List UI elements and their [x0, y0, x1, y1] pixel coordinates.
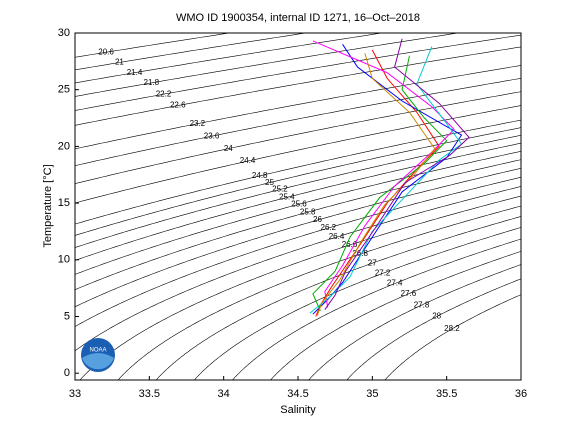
x-tick-label: 34: [218, 388, 230, 400]
isopycnal-label: 26.6: [342, 240, 358, 249]
isopycnal-label: 27.8: [414, 300, 430, 309]
isopycnal-label: 27: [368, 258, 377, 267]
isopycnal-label: 26.2: [321, 223, 337, 232]
x-tick-label: 35: [366, 388, 378, 400]
x-tick-label: 35.5: [436, 388, 457, 400]
y-tick-label: 10: [58, 254, 70, 266]
isopycnal-label: 23.6: [204, 131, 220, 140]
chart-title: WMO ID 1900354, internal ID 1271, 16–Oct…: [176, 12, 420, 24]
isopycnal-label: 27.2: [375, 269, 391, 278]
y-tick-label: 15: [58, 197, 70, 209]
logo-text: NOAA: [89, 348, 106, 354]
y-tick-label: 25: [58, 84, 70, 96]
isopycnal-label: 21: [115, 58, 124, 67]
isopycnal-label: 22.2: [156, 89, 172, 98]
x-tick-label: 36: [515, 388, 527, 400]
isopycnal-label: 28.2: [444, 324, 460, 333]
y-tick-label: 5: [64, 310, 70, 322]
isopycnal-label: 28: [432, 312, 441, 321]
x-tick-label: 33: [69, 388, 81, 400]
isopycnal-label: 21.4: [127, 68, 143, 77]
y-tick-label: 20: [58, 140, 70, 152]
y-axis-label: Temperature [°C]: [42, 164, 54, 247]
isopycnal-label: 27.6: [401, 289, 417, 298]
x-axis-label: Salinity: [280, 404, 316, 416]
x-tick-label: 33.5: [139, 388, 160, 400]
logo: NOAA: [81, 338, 115, 372]
y-tick-label: 0: [64, 367, 70, 379]
isopycnal-label: 24: [224, 144, 233, 153]
isopycnal-label: 22.6: [170, 101, 186, 110]
isopycnal-label: 23.2: [190, 119, 206, 128]
isopycnal-label: 27.4: [387, 279, 403, 288]
isopycnal-label: 24.4: [240, 156, 256, 165]
x-tick-label: 34.5: [287, 388, 308, 400]
isopycnal-label: 20.6: [98, 47, 114, 56]
isopycnal-label: 21.8: [144, 78, 160, 87]
y-tick-label: 30: [58, 27, 70, 39]
